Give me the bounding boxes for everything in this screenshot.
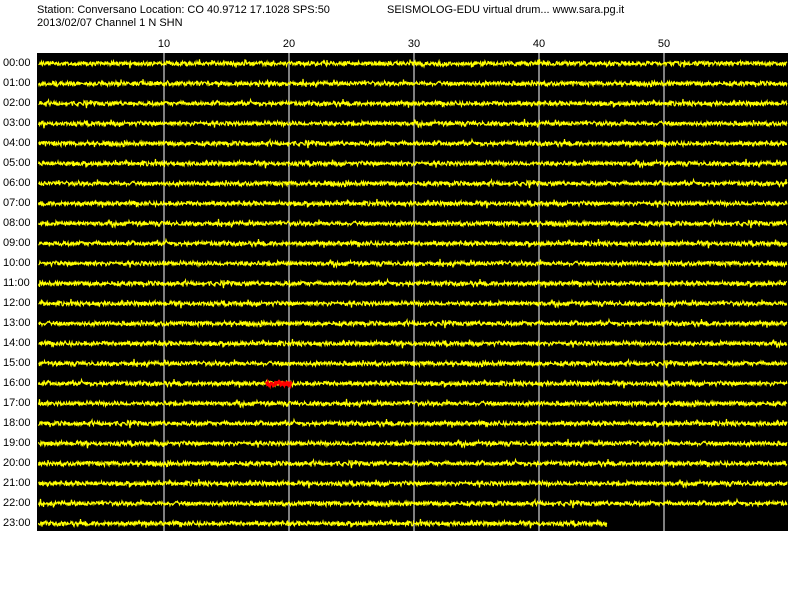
seismogram-trace xyxy=(37,218,788,229)
seismogram-trace xyxy=(38,338,788,349)
hour-label: 11:00 xyxy=(3,277,30,289)
hour-label: 15:00 xyxy=(3,357,31,369)
hour-label: 10:00 xyxy=(3,257,31,269)
seismogram-trace xyxy=(37,518,608,529)
hour-label: 03:00 xyxy=(3,117,31,129)
date-channel-text: 2013/02/07 Channel 1 N SHN xyxy=(37,17,183,29)
seismogram-trace xyxy=(37,417,788,429)
seismogram-trace xyxy=(37,277,788,289)
seismogram-trace xyxy=(38,97,788,109)
hour-label: 01:00 xyxy=(3,77,31,89)
hour-label: 18:00 xyxy=(3,417,31,429)
seismogram-trace xyxy=(38,298,788,309)
seismogram-trace xyxy=(38,58,788,69)
hour-label: 14:00 xyxy=(3,337,31,349)
seismogram-trace xyxy=(37,497,788,509)
seismogram-trace xyxy=(37,78,788,89)
seismogram-trace xyxy=(37,158,788,169)
app-title-text: SEISMOLOG-EDU virtual drum... www.sara.p… xyxy=(387,4,625,16)
seismogram-trace xyxy=(37,198,788,209)
seismogram-drum-plot xyxy=(37,53,788,531)
hour-label: 06:00 xyxy=(3,177,31,189)
seismogram-canvas xyxy=(37,53,788,531)
hour-label: 05:00 xyxy=(3,157,31,169)
seismogram-trace xyxy=(38,258,788,269)
hour-label: 21:00 xyxy=(3,477,31,489)
minute-tick-label: 40 xyxy=(532,38,546,50)
hour-label: 08:00 xyxy=(3,217,31,229)
hour-label: 13:00 xyxy=(3,317,31,329)
hour-label: 23:00 xyxy=(3,517,31,529)
hour-label: 20:00 xyxy=(3,457,31,469)
seismogram-trace xyxy=(38,137,788,149)
seismogram-trace xyxy=(37,457,788,469)
hour-label: 09:00 xyxy=(3,237,31,249)
minute-tick-label: 30 xyxy=(407,38,421,50)
hour-label: 12:00 xyxy=(3,297,31,309)
seismogram-trace xyxy=(37,118,788,129)
seismogram-trace xyxy=(38,237,788,249)
seismic-event-trace xyxy=(264,378,293,390)
hour-label: 02:00 xyxy=(3,97,31,109)
hour-label: 17:00 xyxy=(3,397,31,409)
minute-tick-label: 50 xyxy=(657,38,671,50)
seismogram-trace xyxy=(37,398,788,409)
station-info-text: Station: Conversano Location: CO 40.9712… xyxy=(37,4,330,16)
hour-label: 00:00 xyxy=(3,57,31,69)
hour-label: 19:00 xyxy=(3,437,31,449)
seismogram-trace xyxy=(37,438,788,449)
minute-tick-label: 10 xyxy=(157,38,171,50)
hour-label: 16:00 xyxy=(3,377,31,389)
seismogram-trace xyxy=(38,358,788,369)
seismogram-trace xyxy=(37,377,788,389)
hour-label: 07:00 xyxy=(3,197,31,209)
seismogram-trace xyxy=(38,317,788,329)
seismogram-trace xyxy=(38,177,788,189)
seismogram-trace xyxy=(37,478,788,489)
hour-label: 22:00 xyxy=(3,497,31,509)
hour-label: 04:00 xyxy=(3,137,31,149)
minute-tick-label: 20 xyxy=(282,38,296,50)
